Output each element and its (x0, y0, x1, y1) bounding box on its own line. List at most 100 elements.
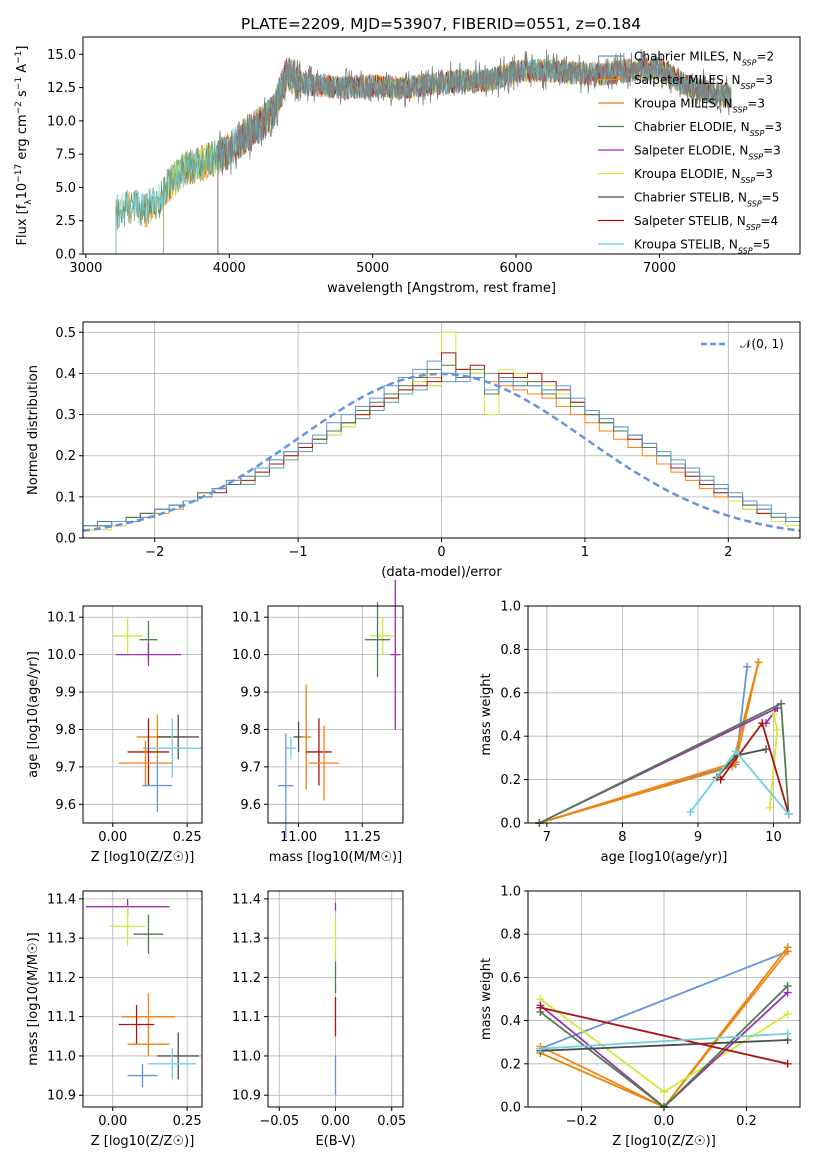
axes-frame (82, 890, 203, 1108)
x-tick-label: 0.00 (98, 830, 127, 845)
y-tick-label: 0.4 (500, 1014, 521, 1029)
y-tick-label: 9.6 (240, 798, 261, 813)
x-axis-label: mass [log10(M/M☉)] (269, 850, 402, 865)
mass-weight-marker (536, 1044, 545, 1053)
histogram-legend: 𝒩(0, 1) (701, 337, 784, 351)
x-tick-label: 6000 (500, 261, 533, 276)
x-tick-label: 0.05 (377, 1114, 406, 1129)
y-tick-label: 11.0 (232, 1049, 261, 1064)
x-tick-label: 0.2 (736, 1114, 757, 1129)
axes-frame (267, 890, 404, 1108)
mass-weight-marker (765, 803, 774, 812)
spectrum-legend: Chabrier MILES, NSSP=2 Salpeter MILES, NS… (598, 50, 782, 256)
histograms (83, 331, 800, 538)
y-tick-label: 11.4 (232, 892, 261, 907)
y-tick-label: 9.7 (55, 760, 76, 775)
mass-weight-marker (536, 1003, 545, 1012)
spectrum-line (217, 48, 732, 254)
x-tick-label: −2 (145, 545, 164, 560)
mass-weight-line (716, 748, 767, 778)
mass-weight-lines (535, 658, 793, 827)
y-tick-label: 10.9 (232, 1089, 261, 1104)
x-axis-label: E(B-V) (315, 1134, 355, 1149)
x-axis-label: Z [log10(Z/Z☉)] (91, 1134, 195, 1149)
mass-weight-line (540, 1039, 788, 1052)
y-tick-label: 0.4 (55, 367, 76, 382)
y-tick-label: 10.0 (47, 648, 76, 663)
y-tick-label: 9.9 (55, 686, 76, 701)
mass-weight-marker (783, 982, 792, 991)
mass-weight-line (719, 721, 790, 815)
x-tick-label: 5000 (356, 261, 389, 276)
y-axis-label: Normed distribution (26, 365, 41, 495)
y-tick-label: 0.0 (500, 1101, 521, 1116)
age-vs-mass-panel: 11.00 11.25 9.6 9.7 9.8 9.9 10.0 10.1 mass [log1… (232, 579, 404, 865)
y-tick-label: 9.7 (240, 760, 261, 775)
mass-weight-marker (716, 775, 725, 784)
x-tick-label: 9 (694, 830, 702, 845)
spectrum-lines (115, 48, 732, 254)
x-tick-label: 0.25 (173, 1114, 202, 1129)
y-tick-label: 0.8 (500, 643, 521, 658)
y-tick-label: 0.1 (55, 490, 76, 505)
x-tick-label: 1 (581, 545, 589, 560)
mass-weight-line (539, 662, 760, 824)
y-tick-label: 10.1 (47, 611, 76, 626)
y-tick-label: 10.0 (47, 114, 76, 129)
mass-weight-marker (686, 808, 695, 817)
y-tick-label: 5.0 (55, 181, 76, 196)
legend-entry-label: Kroupa STELIB, NSSP=5 (634, 238, 770, 256)
y-tick-label: 2.5 (55, 214, 76, 229)
x-tick-label: 7000 (643, 261, 676, 276)
y-tick-label: 0.0 (55, 248, 76, 263)
y-tick-label: 0.6 (500, 971, 521, 986)
x-tick-label: 0.0 (654, 1114, 675, 1129)
y-tick-label: 0.5 (55, 326, 76, 341)
massweight-vs-age-panel: 7 8 9 10 0.0 0.2 0.4 0.6 0.8 1.0 age [log10(age/yr… (479, 600, 801, 865)
legend-entry-label: Salpeter STELIB, NSSP=4 (634, 214, 778, 232)
y-tick-label: 0.4 (500, 730, 521, 745)
y-tick-label: 15.0 (47, 48, 76, 63)
y-tick-label: 9.8 (55, 723, 76, 738)
y-tick-label: 12.5 (47, 81, 76, 96)
y-axis-label: mass [log10(M/M☉)] (26, 932, 41, 1065)
mass-vs-ebv-panel: −0.05 0.00 0.05 10.9 11.0 11.1 11.2 11.3 11.4 E(B… (232, 890, 406, 1149)
y-axis-label: age [log10(age/yr)] (26, 651, 41, 778)
legend-entry-label: Kroupa ELODIE, NSSP=3 (634, 167, 773, 185)
grid (528, 890, 800, 1108)
grid (83, 606, 202, 823)
mass-weight-marker (784, 810, 793, 819)
mass-weight-marker (773, 725, 782, 734)
x-axis-label: Z [log10(Z/Z☉)] (612, 1134, 716, 1149)
y-tick-label: 9.8 (240, 723, 261, 738)
spectrum-panel: 3000 4000 5000 6000 7000 0.0 2.5 5.0 7.5 10.0 12.5… (14, 36, 801, 296)
x-tick-label: 7 (543, 830, 551, 845)
y-tick-label: 11.2 (47, 971, 76, 986)
mass-weight-line (540, 1032, 788, 1050)
y-tick-label: 7.5 (55, 148, 76, 163)
y-tick-label: 11.1 (232, 1010, 261, 1025)
x-tick-label: 11.00 (280, 830, 317, 845)
x-axis-label: (data-model)/error (381, 565, 502, 580)
legend-entry-label: Chabrier STELIB, NSSP=5 (634, 191, 779, 209)
x-tick-label: 8 (618, 830, 626, 845)
legend-entry-label: Chabrier ELODIE, NSSP=3 (634, 120, 782, 138)
massweight-vs-metallicity-panel: −0.2 0.0 0.2 0.0 0.2 0.4 0.6 0.8 1.0 Z [log10(Z/Z… (479, 885, 801, 1149)
mass-weight-marker (783, 1059, 792, 1068)
axes-frame (527, 890, 801, 1108)
mass-weight-marker (731, 747, 740, 756)
y-tick-label: 11.2 (232, 971, 261, 986)
y-tick-label: 0.0 (55, 532, 76, 547)
y-tick-label: 11.4 (47, 892, 76, 907)
mass-weight-line (540, 950, 788, 1050)
y-axis-label: mass weight (479, 673, 494, 755)
x-tick-label: 3000 (69, 261, 102, 276)
mass-weight-marker (743, 662, 752, 671)
mass-weight-marker (758, 719, 767, 728)
mass-weight-marker (783, 1010, 792, 1019)
mass-weight-line (539, 666, 748, 824)
gaussian-curve (83, 372, 800, 533)
mass-weight-line (539, 662, 760, 824)
x-axis-label: Z [log10(Z/Z☉)] (91, 850, 195, 865)
mass-weight-marker (783, 943, 792, 952)
